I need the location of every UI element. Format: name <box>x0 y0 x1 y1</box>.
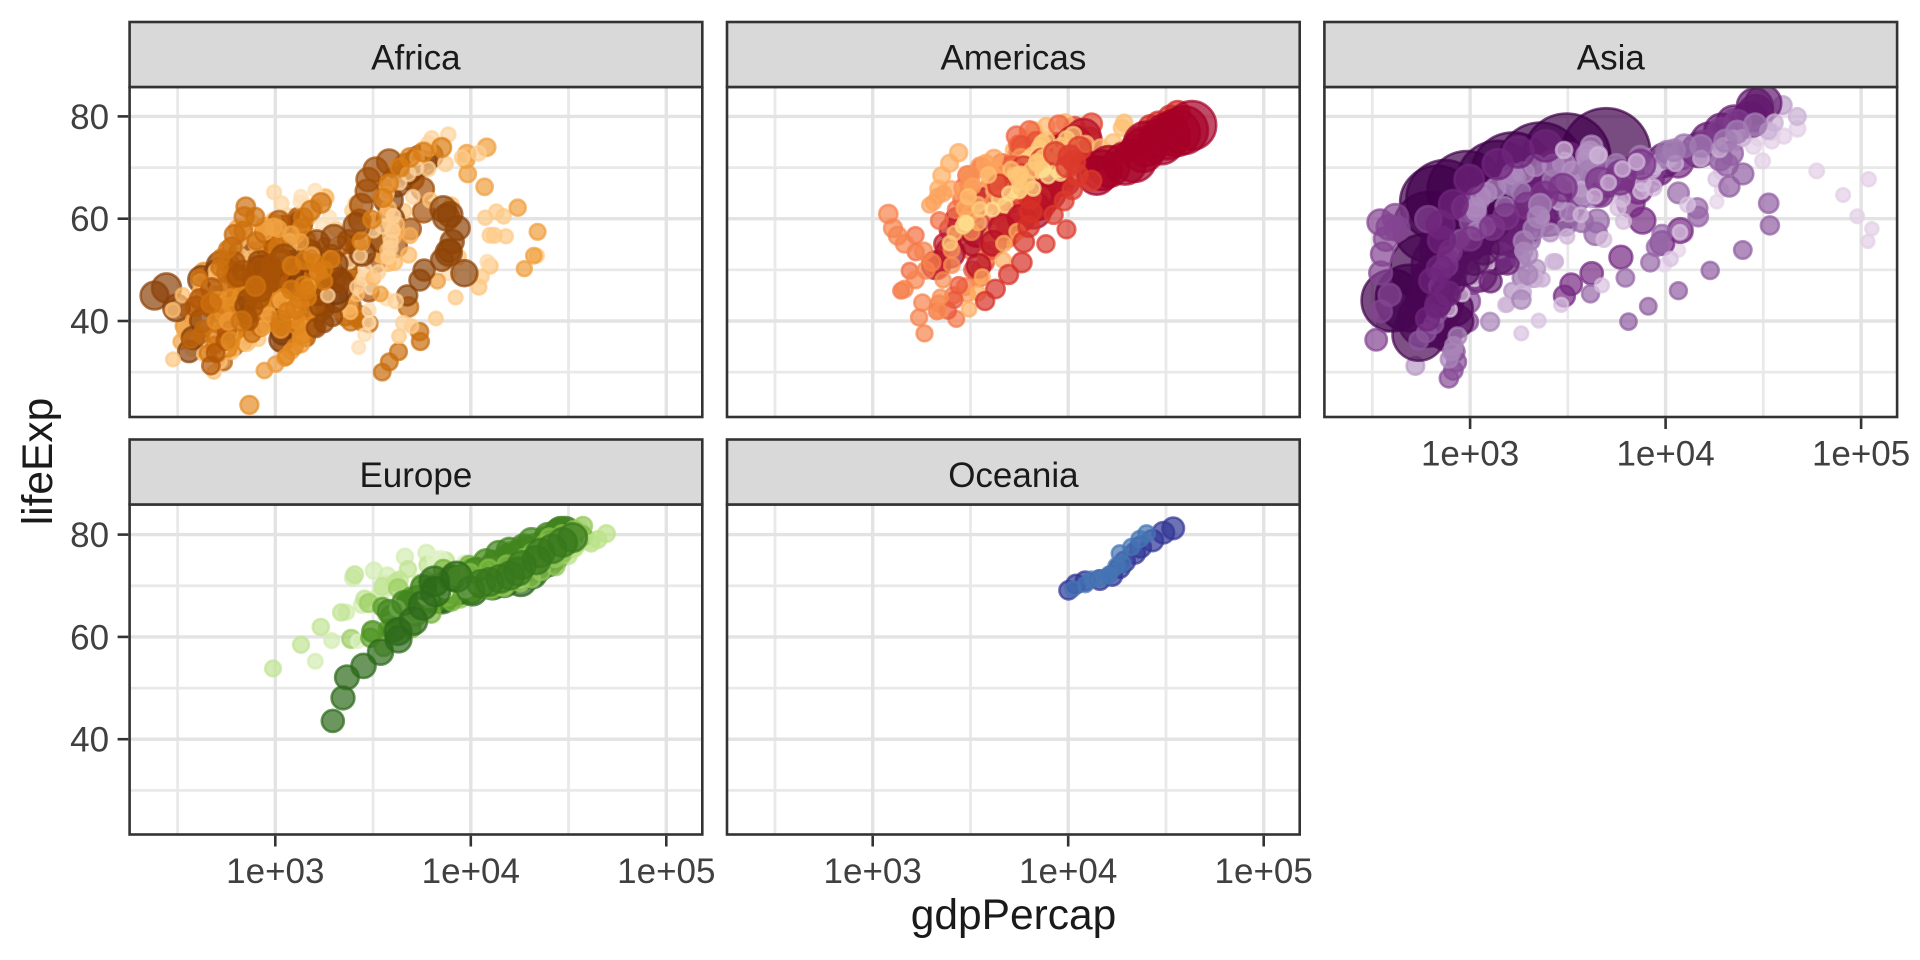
svg-text:Oceania: Oceania <box>948 456 1079 495</box>
svg-text:1e+05: 1e+05 <box>1215 852 1313 891</box>
svg-text:60: 60 <box>70 200 109 239</box>
svg-text:80: 80 <box>70 516 109 555</box>
svg-text:1e+05: 1e+05 <box>617 852 715 891</box>
svg-text:Africa: Africa <box>371 39 461 78</box>
svg-text:1e+04: 1e+04 <box>1019 852 1117 891</box>
svg-text:Americas: Americas <box>940 39 1086 78</box>
svg-text:Europe: Europe <box>359 456 472 495</box>
svg-text:1e+04: 1e+04 <box>1616 435 1714 474</box>
svg-text:1e+03: 1e+03 <box>226 852 324 891</box>
svg-text:1e+03: 1e+03 <box>1421 435 1519 474</box>
svg-text:1e+05: 1e+05 <box>1812 435 1910 474</box>
svg-text:gdpPercap: gdpPercap <box>911 892 1117 939</box>
svg-text:1e+04: 1e+04 <box>422 852 520 891</box>
svg-text:1e+03: 1e+03 <box>824 852 922 891</box>
svg-text:60: 60 <box>70 618 109 657</box>
svg-text:40: 40 <box>70 721 109 760</box>
svg-text:Asia: Asia <box>1577 39 1646 78</box>
svg-text:lifeExp: lifeExp <box>15 398 62 526</box>
svg-text:80: 80 <box>70 98 109 137</box>
svg-text:40: 40 <box>70 303 109 342</box>
